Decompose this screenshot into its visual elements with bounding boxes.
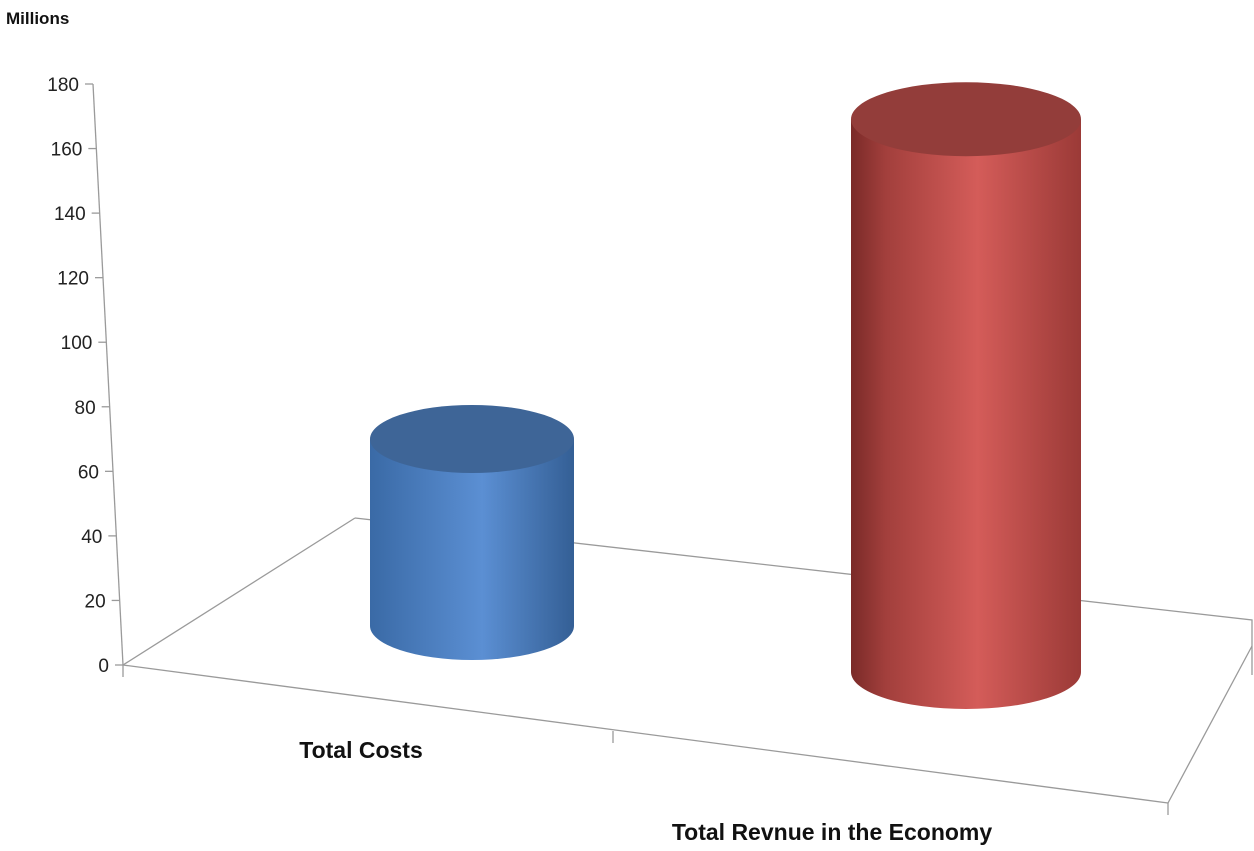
y-unit-label: Millions bbox=[6, 9, 69, 28]
cylinder-top bbox=[851, 82, 1081, 157]
cylinder-body bbox=[370, 438, 574, 660]
y-tick-label: 0 bbox=[98, 656, 109, 677]
y-tick-label: 120 bbox=[57, 269, 89, 290]
y-axis: 0 20 40 60 80 100 120 140 160 180 bbox=[47, 75, 124, 677]
floor-left-edge bbox=[122, 517, 356, 666]
cylinder-bar bbox=[851, 82, 1081, 710]
cylinder-top bbox=[370, 404, 574, 473]
y-tick-label: 140 bbox=[54, 204, 86, 225]
floor-back-edge bbox=[354, 517, 1253, 675]
y-tick-label: 100 bbox=[61, 333, 93, 354]
cylinder-bar bbox=[370, 404, 574, 660]
y-tick-label: 20 bbox=[85, 591, 106, 612]
y-tick-label: 40 bbox=[81, 527, 102, 548]
cylinder-body bbox=[851, 119, 1081, 710]
y-tick-label: 80 bbox=[75, 398, 96, 419]
category-labels: Total Costs Total Revnue in the Economy bbox=[299, 737, 992, 845]
y-tick-label: 180 bbox=[47, 75, 79, 96]
floor-front-edge bbox=[122, 664, 1169, 804]
bars bbox=[370, 82, 1081, 710]
y-axis-line bbox=[92, 83, 124, 666]
y-tick-label: 60 bbox=[78, 462, 99, 483]
floor-right-edge bbox=[1167, 645, 1253, 804]
category-label: Total Costs bbox=[299, 737, 423, 763]
category-label: Total Revnue in the Economy bbox=[672, 819, 993, 845]
y-ticks: 0 20 40 60 80 100 120 140 160 180 bbox=[47, 75, 123, 677]
chart-floor bbox=[122, 517, 1253, 815]
y-tick-label: 160 bbox=[51, 140, 83, 161]
